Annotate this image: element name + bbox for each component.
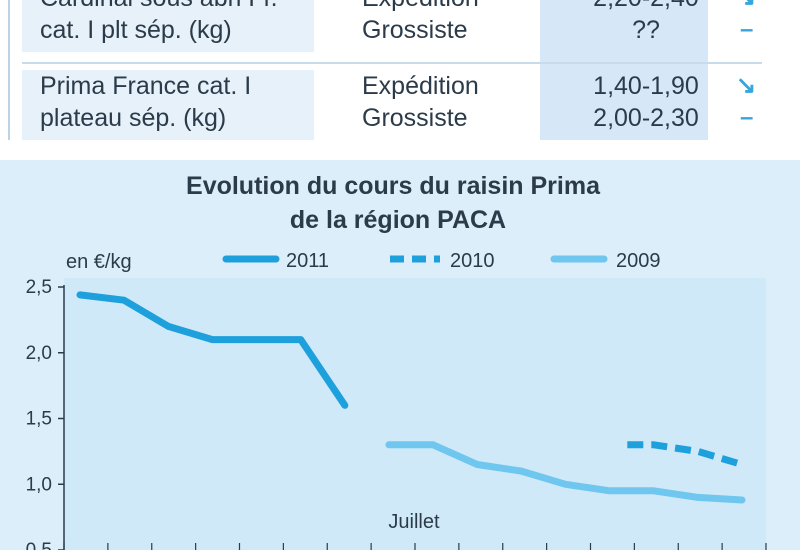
stage-grossiste: Grossiste (362, 16, 468, 44)
product-line-1: Cardinal sous abri Fr. (40, 0, 278, 14)
chart-title-line-2: de la région PACA (290, 206, 506, 234)
table-row: Prima France cat. I plateau sép. (kg) Ex… (22, 70, 762, 140)
product-cell-background (22, 0, 314, 52)
row-divider (22, 62, 762, 64)
price-chart: Evolution du cours du raisin Prima de la… (26, 172, 767, 555)
x-axis (63, 543, 767, 550)
series-line-2011 (76, 291, 349, 409)
legend-label-2009: 2009 (616, 250, 661, 272)
price-expedition: 1,40-1,90 (593, 72, 699, 100)
y-tick-label: 1,0 (26, 474, 52, 495)
trend-down-icon: ↘ (736, 72, 757, 99)
product-line-2: plateau sép. (kg) (40, 104, 227, 132)
table-row: Cardinal sous abri Fr. cat. I plt sép. (… (22, 0, 762, 52)
trend-stable-icon: – (740, 16, 754, 43)
series-line-2009 (385, 441, 746, 504)
y-tick-label: 2,0 (26, 343, 52, 364)
legend-label-2010: 2010 (450, 250, 495, 272)
trend-stable-icon: – (740, 104, 754, 131)
stage-expedition: Expédition (362, 72, 479, 100)
price-table: Cardinal sous abri Fr. cat. I plt sép. (… (0, 0, 800, 150)
stage-expedition: Expédition (362, 0, 479, 14)
y-tick-label: 0,5 (26, 540, 52, 550)
stage-grossiste: Grossiste (362, 104, 468, 132)
trend-down-icon: ↘ (736, 0, 756, 14)
y-tick-label: 2,5 (26, 277, 52, 298)
product-cell-background (22, 70, 314, 140)
series-group (76, 291, 746, 504)
chart-panel: Evolution du cours du raisin Prima de la… (0, 160, 800, 555)
chart-title-line-1: Evolution du cours du raisin Prima (186, 172, 601, 200)
y-axis: 2,5 2,0 1,5 1,0 0,5 (26, 277, 65, 555)
product-line-1: Prima France cat. I (40, 72, 252, 100)
series-line-2010 (627, 441, 743, 468)
price-grossiste: ?? (632, 16, 660, 44)
product-line-2: cat. I plt sép. (kg) (40, 16, 232, 44)
price-column-background (540, 0, 708, 140)
x-axis-label: Juillet (388, 511, 440, 533)
price-grossiste: 2,00-2,30 (593, 104, 699, 132)
legend-label-2011: 2011 (286, 250, 329, 272)
y-axis-label: en €/kg (66, 251, 132, 273)
y-tick-label: 1,5 (26, 409, 52, 430)
price-expedition: 2,20-2,40 (568, 0, 724, 14)
table-left-rule (8, 0, 10, 140)
plot-area (64, 278, 766, 550)
